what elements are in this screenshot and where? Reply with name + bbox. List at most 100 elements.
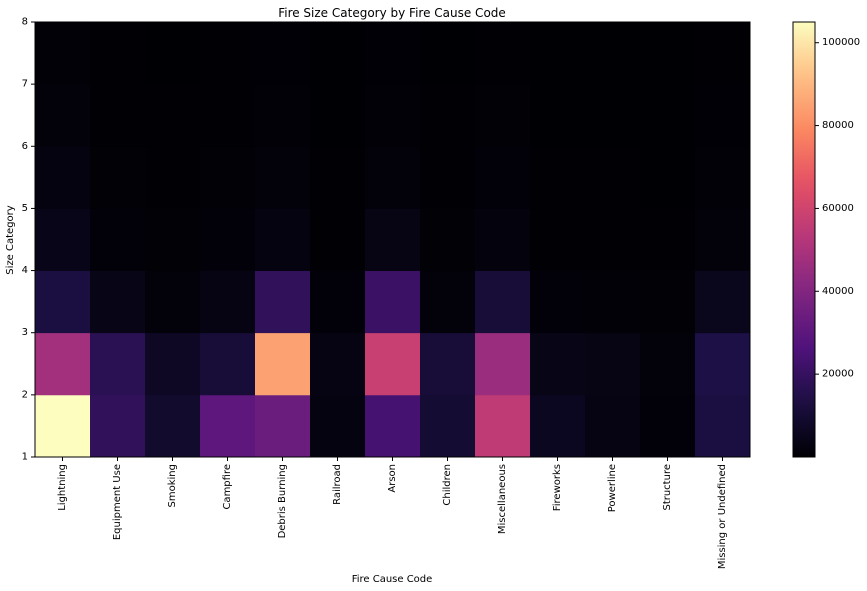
heatmap-cell <box>695 208 751 271</box>
x-tick-label: Lightning <box>57 464 68 511</box>
heatmap-cell <box>640 84 696 147</box>
heatmap-cell <box>640 146 696 209</box>
heatmap-cell <box>695 146 751 209</box>
heatmap-cell <box>420 208 476 271</box>
heatmap-cell <box>35 394 91 458</box>
heatmap-cell <box>200 22 256 85</box>
heatmap-cell <box>475 146 531 209</box>
heatmap-cell <box>35 208 91 271</box>
x-tick-label: Structure <box>662 464 673 511</box>
heatmap-cell <box>145 332 201 396</box>
heatmap-cell <box>640 270 696 334</box>
heatmap-cell <box>200 146 256 209</box>
heatmap-cell <box>255 84 311 147</box>
heatmap-cell <box>420 394 476 458</box>
heatmap-cell <box>145 146 201 209</box>
heatmap-cell <box>585 146 641 209</box>
heatmap-cell <box>695 84 751 147</box>
heatmap-cell <box>475 84 531 147</box>
heatmap-cell <box>420 332 476 396</box>
heatmap-cell <box>255 208 311 271</box>
heatmap-cell <box>255 22 311 85</box>
heatmap-cell <box>365 332 421 396</box>
heatmap-cell <box>420 270 476 334</box>
y-axis: 1 2 3 4 5 6 7 8 <box>22 17 35 463</box>
heatmap-cell <box>530 394 586 458</box>
y-tick-label: 2 <box>22 389 28 400</box>
heatmap-cell <box>145 270 201 334</box>
y-tick-label: 8 <box>22 17 28 28</box>
heatmap-cell <box>640 22 696 85</box>
heatmap-cell <box>475 332 531 396</box>
x-axis: Lightning Equipment Use Smoking Campfire Deb… <box>57 457 728 569</box>
heatmap-cell <box>145 208 201 271</box>
heatmap-cell <box>200 84 256 147</box>
heatmap-cell <box>35 146 91 209</box>
y-tick-label: 4 <box>22 265 28 276</box>
heatmap-cell <box>585 84 641 147</box>
x-axis-label: Fire Cause Code <box>352 574 433 585</box>
heatmap-cell <box>90 146 146 209</box>
heatmap-cell <box>530 84 586 147</box>
heatmap-cell <box>35 332 91 396</box>
heatmap-cell <box>35 270 91 334</box>
heatmap-cell <box>200 394 256 458</box>
heatmap-cell <box>420 84 476 147</box>
chart-title: Fire Size Category by Fire Cause Code <box>278 6 506 20</box>
heatmap-cell <box>90 270 146 334</box>
colorbar-tick-label: 80000 <box>822 120 854 131</box>
x-tick-label: Arson <box>387 464 398 493</box>
colorbar-tick-label: 40000 <box>822 286 854 297</box>
x-tick-label: Missing or Undefined <box>717 464 728 569</box>
heatmap-cell <box>365 208 421 271</box>
heatmap-cell <box>475 208 531 271</box>
heatmap-cell <box>530 332 586 396</box>
heatmap-cell <box>420 146 476 209</box>
heatmap-cell <box>530 270 586 334</box>
y-tick-label: 3 <box>22 327 28 338</box>
x-tick-label: Equipment Use <box>112 464 123 540</box>
heatmap-cell <box>255 146 311 209</box>
x-tick-label: Smoking <box>167 464 178 507</box>
heatmap-cell <box>145 84 201 147</box>
x-tick-label: Campfire <box>222 464 233 510</box>
x-tick-label: Children <box>442 464 453 506</box>
heatmap-cell <box>695 22 751 85</box>
heatmap-cell <box>255 270 311 334</box>
heatmap-cell <box>365 146 421 209</box>
heatmap-cell <box>420 22 476 85</box>
heatmap-cell <box>35 84 91 147</box>
heatmap-cell <box>695 332 751 396</box>
colorbar-tick-label: 100000 <box>822 37 860 48</box>
heatmap-cell <box>200 270 256 334</box>
heatmap-cell <box>365 22 421 85</box>
heatmap-cell <box>585 208 641 271</box>
x-tick-label: Debris Burning <box>277 464 288 538</box>
heatmap-cell <box>90 394 146 458</box>
heatmap-cell <box>200 332 256 396</box>
heatmap-cell <box>310 270 366 334</box>
heatmap-cell <box>310 22 366 85</box>
heatmap-cell <box>200 208 256 271</box>
y-tick-label: 6 <box>22 141 28 152</box>
y-tick-label: 1 <box>22 452 28 463</box>
heatmap-cell <box>640 208 696 271</box>
heatmap-cell <box>530 208 586 271</box>
heatmap-cell <box>530 22 586 85</box>
heatmap-cell <box>695 394 751 458</box>
heatmap-cell <box>90 208 146 271</box>
heatmap-cell <box>90 332 146 396</box>
heatmap-cell <box>585 394 641 458</box>
y-tick-label: 7 <box>22 79 28 90</box>
heatmap-cell <box>310 394 366 458</box>
heatmap-cell <box>310 208 366 271</box>
heatmap-cell <box>475 394 531 458</box>
heatmap-cell <box>585 332 641 396</box>
heatmap-cell <box>695 270 751 334</box>
heatmap-cell <box>310 332 366 396</box>
y-axis-label: Size Category <box>5 205 16 274</box>
colorbar-axis: 20000 40000 60000 80000 100000 <box>815 37 860 380</box>
heatmap-cell <box>475 22 531 85</box>
heatmap-cell <box>365 84 421 147</box>
heatmap-cell <box>310 84 366 147</box>
